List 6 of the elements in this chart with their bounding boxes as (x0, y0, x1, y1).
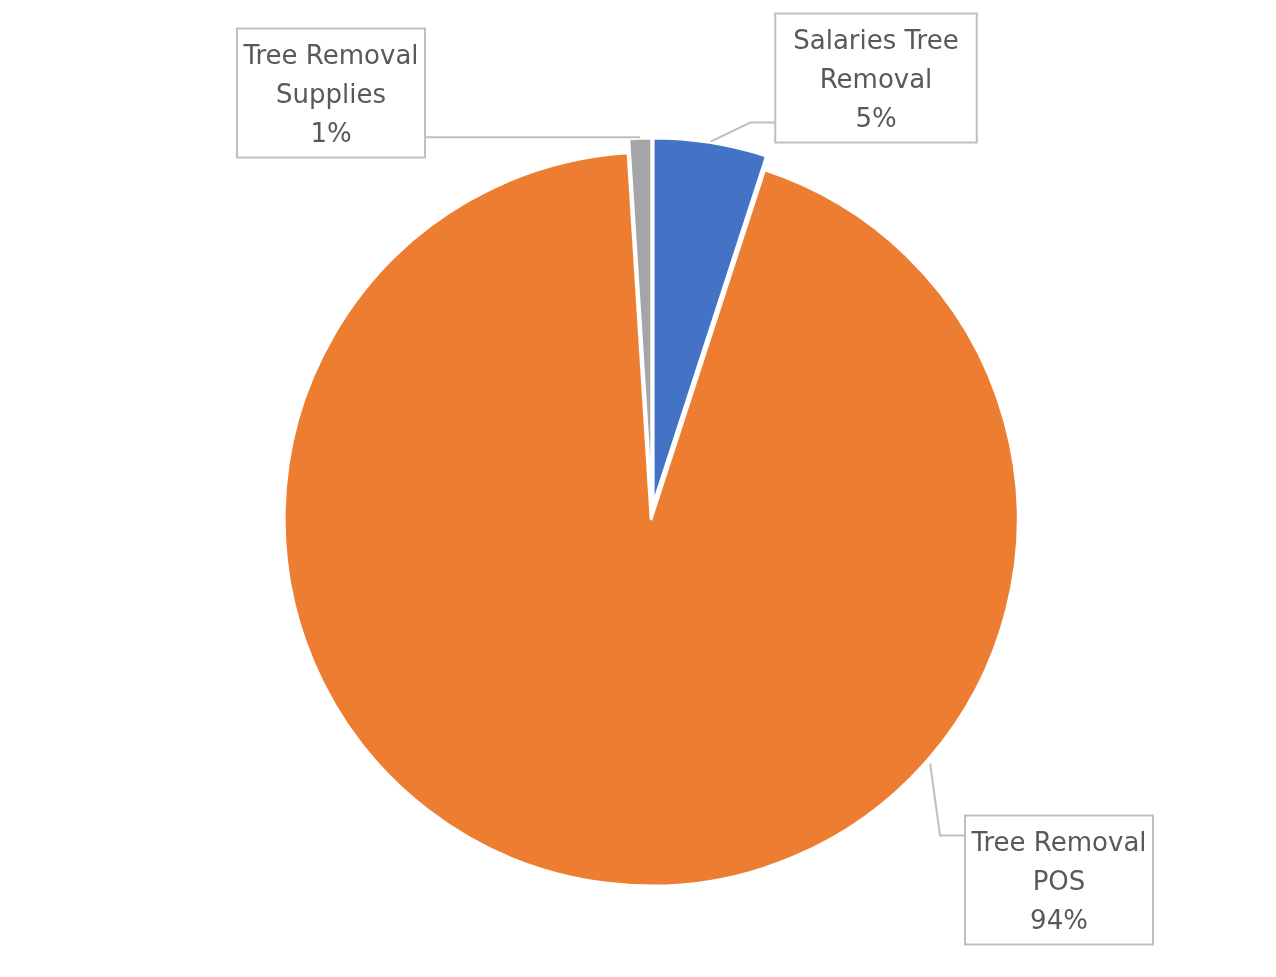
slice-label: Tree Removal Supplies (242, 39, 419, 109)
data-label: 1% (310, 117, 352, 148)
data-label: 94% (1030, 904, 1088, 935)
slice-label: Salaries Tree Removal (793, 24, 959, 94)
slice-label: Tree Removal POS (970, 826, 1147, 896)
data-label: 5% (855, 102, 897, 133)
